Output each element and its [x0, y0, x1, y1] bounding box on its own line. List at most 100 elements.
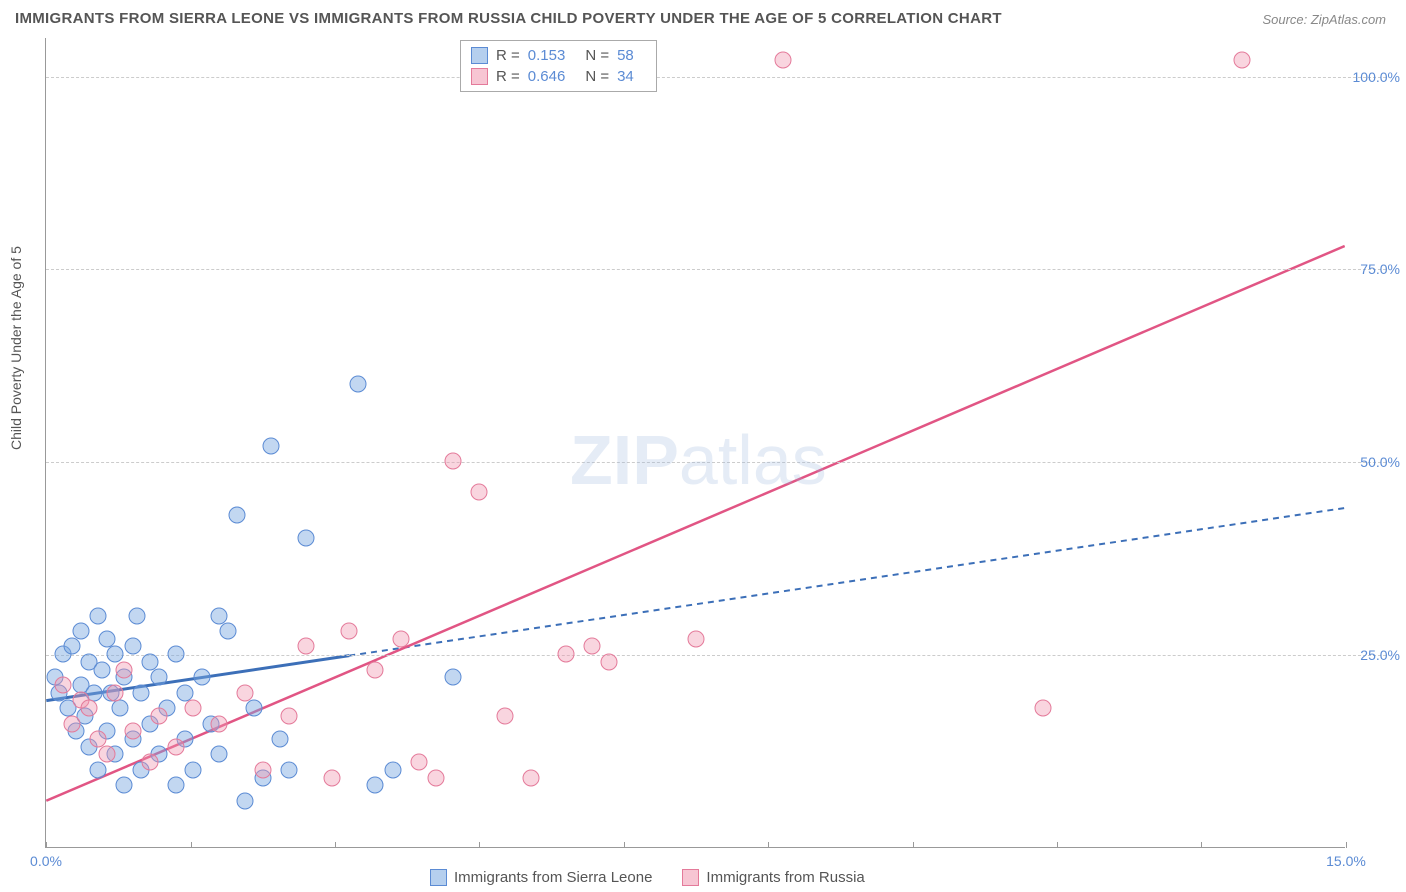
x-tick — [191, 842, 192, 848]
data-point — [168, 738, 185, 755]
data-point — [142, 653, 159, 670]
x-tick — [768, 842, 769, 848]
data-point — [601, 653, 618, 670]
data-point — [168, 777, 185, 794]
x-tick-label: 15.0% — [1326, 853, 1366, 869]
data-point — [1034, 700, 1051, 717]
y-tick-label: 25.0% — [1360, 647, 1400, 663]
plot-area: 25.0%50.0%75.0%100.0%0.0%15.0% — [45, 38, 1345, 848]
data-point — [211, 746, 228, 763]
data-point — [445, 669, 462, 686]
stats-row: R = 0.646 N = 34 — [471, 66, 646, 87]
data-point — [324, 769, 341, 786]
legend-swatch — [682, 869, 699, 886]
legend-item: Immigrants from Sierra Leone — [430, 869, 652, 886]
data-point — [98, 630, 115, 647]
x-tick-label: 0.0% — [30, 853, 62, 869]
r-value: 0.646 — [528, 68, 566, 85]
data-point — [471, 484, 488, 501]
source-label: Source: ZipAtlas.com — [1262, 12, 1386, 27]
data-point — [98, 746, 115, 763]
data-point — [341, 623, 358, 640]
data-point — [298, 530, 315, 547]
x-tick — [913, 842, 914, 848]
data-point — [124, 638, 141, 655]
data-point — [350, 376, 367, 393]
data-point — [185, 700, 202, 717]
data-point — [220, 623, 237, 640]
data-point — [367, 661, 384, 678]
data-point — [263, 437, 280, 454]
data-point — [393, 630, 410, 647]
data-point — [129, 607, 146, 624]
gridline — [46, 77, 1386, 78]
gridline — [46, 269, 1386, 270]
y-tick-label: 100.0% — [1353, 69, 1400, 85]
n-label: N = — [585, 68, 609, 85]
data-point — [1234, 52, 1251, 69]
gridline — [46, 655, 1386, 656]
data-point — [176, 684, 193, 701]
data-point — [150, 707, 167, 724]
data-point — [367, 777, 384, 794]
x-tick — [46, 842, 47, 848]
data-point — [107, 684, 124, 701]
data-point — [445, 453, 462, 470]
data-point — [64, 715, 81, 732]
data-point — [774, 52, 791, 69]
data-point — [428, 769, 445, 786]
data-point — [280, 707, 297, 724]
data-point — [133, 684, 150, 701]
data-point — [168, 646, 185, 663]
data-point — [410, 754, 427, 771]
data-point — [584, 638, 601, 655]
x-tick — [624, 842, 625, 848]
n-label: N = — [585, 47, 609, 64]
n-value: 58 — [617, 47, 634, 64]
y-tick-label: 75.0% — [1360, 261, 1400, 277]
y-tick-label: 50.0% — [1360, 454, 1400, 470]
data-point — [124, 723, 141, 740]
legend-swatch — [471, 68, 488, 85]
data-point — [211, 607, 228, 624]
data-point — [55, 677, 72, 694]
data-point — [280, 761, 297, 778]
data-point — [246, 700, 263, 717]
x-tick — [335, 842, 336, 848]
legend-label: Immigrants from Sierra Leone — [454, 869, 652, 886]
data-point — [81, 700, 98, 717]
r-value: 0.153 — [528, 47, 566, 64]
data-point — [116, 661, 133, 678]
y-axis-label: Child Poverty Under the Age of 5 — [8, 246, 24, 450]
data-point — [523, 769, 540, 786]
data-point — [298, 638, 315, 655]
data-point — [142, 754, 159, 771]
x-tick — [1201, 842, 1202, 848]
gridline — [46, 462, 1386, 463]
bottom-legend: Immigrants from Sierra LeoneImmigrants f… — [430, 869, 865, 886]
n-value: 34 — [617, 68, 634, 85]
r-label: R = — [496, 68, 520, 85]
data-point — [111, 700, 128, 717]
data-point — [228, 507, 245, 524]
data-point — [194, 669, 211, 686]
data-point — [211, 715, 228, 732]
legend-swatch — [430, 869, 447, 886]
data-point — [90, 731, 107, 748]
legend-swatch — [471, 47, 488, 64]
x-tick — [1346, 842, 1347, 848]
x-tick — [1057, 842, 1058, 848]
data-point — [237, 684, 254, 701]
data-point — [90, 761, 107, 778]
stats-legend: R = 0.153 N = 58 R = 0.646 N = 34 — [460, 40, 657, 92]
data-point — [150, 669, 167, 686]
data-point — [688, 630, 705, 647]
data-point — [237, 792, 254, 809]
data-point — [94, 661, 111, 678]
r-label: R = — [496, 47, 520, 64]
data-point — [64, 638, 81, 655]
data-point — [185, 761, 202, 778]
data-point — [497, 707, 514, 724]
data-point — [254, 761, 271, 778]
data-point — [72, 623, 89, 640]
